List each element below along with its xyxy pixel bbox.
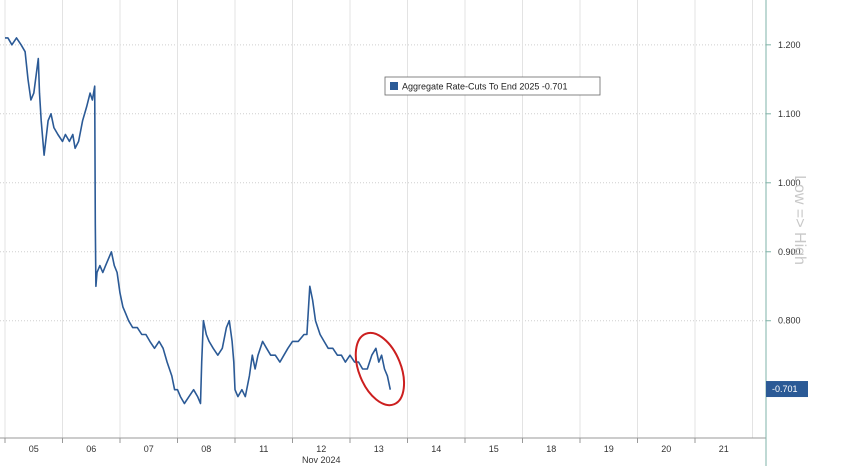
x-tick-label: 13 [374,444,384,454]
y-tick-label: 1.200 [778,40,801,50]
last-value-label: -0.701 [772,384,798,394]
x-tick-label: 18 [546,444,556,454]
x-axis-ticks: 05 06 07 08 11 12 13 14 15 18 19 20 21 [4,438,729,454]
y-axis-direction-note: Low => High [791,175,808,265]
y-tick-label: 0.900 [778,247,801,257]
legend: Aggregate Rate-Cuts To End 2025 -0.701 [384,76,601,96]
last-value-box [766,381,808,398]
series-line-aggregate-rate-cuts [5,37,392,405]
x-tick-label: 19 [604,444,614,454]
x-tick-label: 20 [661,444,671,454]
x-tick-label: 11 [259,444,268,454]
x-tick-label: 05 [29,444,39,454]
x-tick-label: 14 [431,444,441,454]
grid [0,0,766,438]
legend-swatch [390,82,398,90]
x-tick-label: 06 [86,444,96,454]
x-tick-label: 12 [316,444,326,454]
x-tick-label: 08 [201,444,211,454]
highlight-ellipse [354,331,406,407]
y-axis-ticks: 1.200 1.100 1.000 0.900 0.800 [766,40,801,326]
x-tick-label: 21 [719,444,729,454]
legend-box [384,76,601,96]
y-tick-label: 1.100 [778,109,801,119]
y-tick-label: 1.000 [778,178,801,188]
legend-label: Aggregate Rate-Cuts To End 2025 -0.701 [402,82,567,92]
x-tick-label: 07 [144,444,154,454]
x-tick-label: 15 [489,444,499,454]
x-axis-month-label: Nov 2024 [302,455,341,465]
y-tick-label: 0.800 [778,316,801,326]
last-value-tag: -0.701 [766,381,808,398]
